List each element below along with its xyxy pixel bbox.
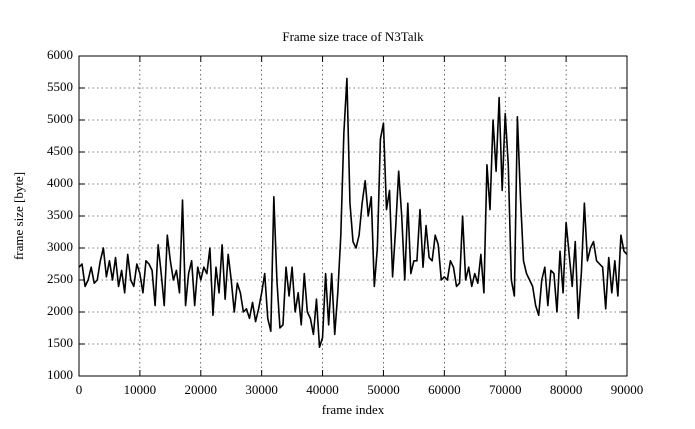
y-tick-label: 6000 — [47, 47, 73, 62]
y-axis-label: frame size [byte] — [11, 172, 26, 260]
y-tick-label: 4000 — [47, 175, 73, 190]
x-tick-label: 40000 — [306, 382, 339, 397]
x-tick-label: 20000 — [185, 382, 218, 397]
chart-title: Frame size trace of N3Talk — [282, 29, 424, 44]
y-tick-label: 1000 — [47, 367, 73, 382]
data-line — [78, 77, 628, 348]
x-tick-label: 30000 — [245, 382, 278, 397]
y-tick-label: 5000 — [47, 111, 73, 126]
y-tick-label: 3500 — [47, 207, 73, 222]
x-tick-label: 80000 — [550, 382, 583, 397]
y-tick-label: 4500 — [47, 143, 73, 158]
x-tick-label: 70000 — [489, 382, 522, 397]
y-tick-label: 5500 — [47, 79, 73, 94]
x-tick-label: 10000 — [124, 382, 157, 397]
x-tick-label: 90000 — [611, 382, 644, 397]
y-tick-label: 3000 — [47, 239, 73, 254]
y-tick-label: 2000 — [47, 303, 73, 318]
x-tick-label: 0 — [76, 382, 83, 397]
x-tick-label: 50000 — [367, 382, 400, 397]
plot-frame — [78, 55, 628, 377]
x-tick-label: 60000 — [428, 382, 461, 397]
x-axis-label: frame index — [322, 402, 385, 417]
y-tick-label: 2500 — [47, 271, 73, 286]
y-tick-label: 1500 — [47, 335, 73, 350]
